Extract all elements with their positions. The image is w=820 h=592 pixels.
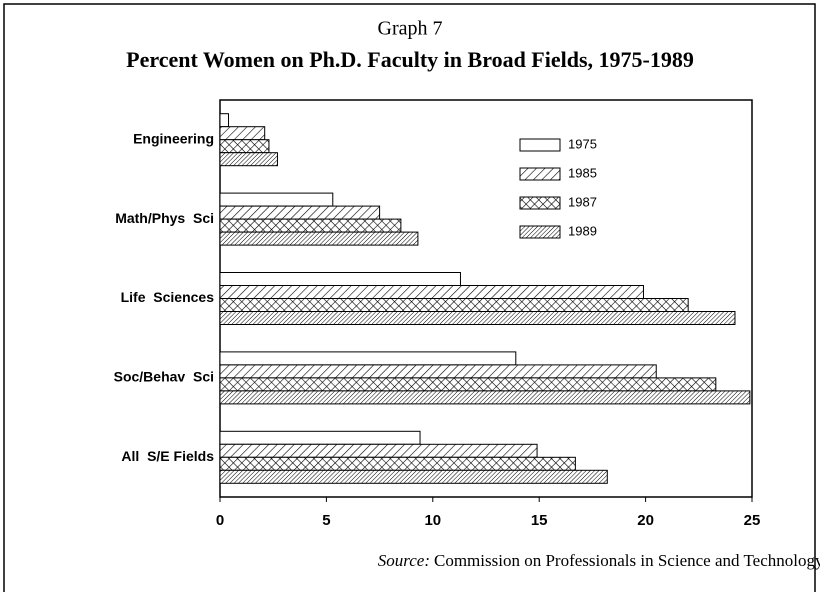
bar bbox=[219, 113, 230, 128]
bar bbox=[219, 456, 576, 471]
legend-label: 1989 bbox=[568, 223, 597, 238]
legend-swatch bbox=[519, 225, 561, 239]
legend-label: 1975 bbox=[568, 136, 597, 151]
bar bbox=[219, 152, 278, 167]
bar bbox=[219, 218, 402, 233]
legend-swatch bbox=[519, 196, 561, 210]
source-label: Source: bbox=[378, 551, 430, 570]
y-tick-label: Life Sciences bbox=[121, 289, 215, 305]
x-tick-label: 5 bbox=[322, 512, 330, 529]
bar bbox=[219, 298, 689, 312]
bar bbox=[219, 126, 266, 141]
bar bbox=[219, 205, 381, 220]
bar bbox=[219, 430, 421, 445]
chart-subtitle: Percent Women on Ph.D. Faculty in Broad … bbox=[126, 47, 694, 72]
bar bbox=[219, 311, 736, 325]
y-tick-label: All S/E Fields bbox=[121, 448, 214, 464]
x-tick-label: 10 bbox=[424, 512, 441, 529]
bar bbox=[219, 443, 538, 458]
x-tick-label: 25 bbox=[744, 512, 761, 529]
bar bbox=[219, 272, 461, 286]
x-tick-label: 20 bbox=[637, 512, 654, 529]
bar bbox=[219, 231, 419, 246]
bar bbox=[219, 364, 657, 379]
source-text: Commission on Professionals in Science a… bbox=[434, 551, 820, 570]
y-tick-label: Engineering bbox=[133, 130, 214, 146]
chart-title: Graph 7 bbox=[378, 18, 443, 40]
frame bbox=[3, 3, 816, 592]
x-tick-label: 15 bbox=[531, 512, 548, 529]
bar bbox=[219, 469, 608, 484]
legend-label: 1987 bbox=[568, 194, 597, 209]
bar bbox=[219, 139, 270, 154]
bar bbox=[219, 377, 717, 392]
bar bbox=[219, 390, 751, 405]
y-tick-label: Soc/Behav Sci bbox=[114, 369, 214, 385]
bar bbox=[219, 192, 334, 207]
bar bbox=[219, 351, 517, 366]
legend-swatch bbox=[519, 167, 561, 181]
bar bbox=[219, 285, 644, 299]
legend-swatch bbox=[519, 138, 561, 152]
x-tick-label: 0 bbox=[216, 512, 224, 529]
legend-label: 1985 bbox=[568, 165, 597, 180]
y-tick-label: Math/Phys Sci bbox=[115, 210, 214, 226]
